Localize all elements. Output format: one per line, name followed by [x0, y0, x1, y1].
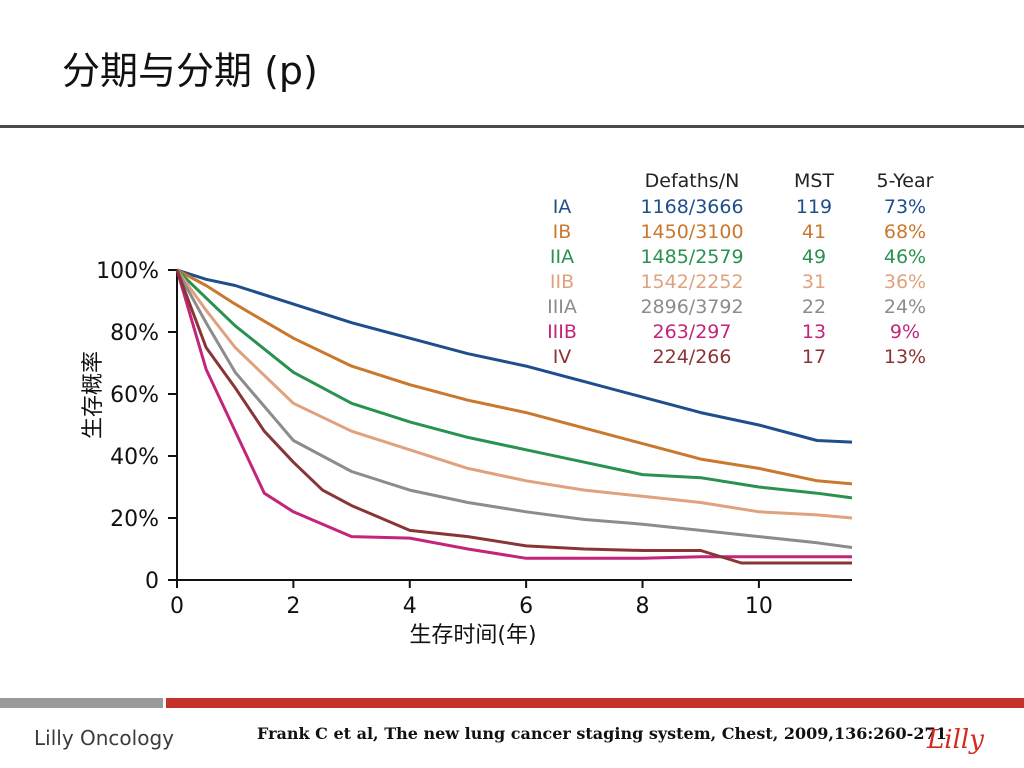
series-line-iib — [175, 269, 853, 520]
table-header: Defaths/N — [645, 170, 740, 192]
series-line-iiib — [175, 269, 852, 560]
y-tick-label: 80% — [110, 321, 159, 346]
table-cell: IIA — [550, 246, 574, 268]
table-cell: 1485/2579 — [640, 246, 743, 268]
table-cell: IV — [553, 346, 572, 368]
table-cell: IIIB — [547, 321, 577, 343]
footer-bar-red — [166, 698, 1024, 708]
logo-wordmark: Lilly — [926, 725, 984, 755]
table-cell: 224/266 — [653, 346, 732, 368]
series-line-iia — [175, 268, 853, 500]
table-cell: 36% — [884, 271, 926, 293]
table-cell: 263/297 — [653, 321, 732, 343]
table-cell: 24% — [884, 296, 926, 318]
footer-brand: Lilly Oncology — [34, 726, 174, 750]
table-cell: IB — [553, 221, 572, 243]
table-header: MST — [794, 170, 834, 192]
table-cell: 13 — [802, 321, 826, 343]
table-cell: 41 — [802, 221, 826, 243]
chart-axes: 0 20% 40% 60% 80% 100% 0 2 4 6 8 10 生存时间(年) 生存概率 — [81, 259, 852, 648]
table-cell: IIIA — [547, 296, 577, 318]
table-cell: 119 — [796, 196, 832, 218]
table-cell: 31 — [802, 271, 826, 293]
x-tick-label: 6 — [519, 594, 533, 619]
table-cell: 2896/3792 — [640, 296, 743, 318]
table-cell: 1450/3100 — [640, 221, 743, 243]
table-cell: IIB — [550, 271, 574, 293]
x-tick-label: 10 — [745, 594, 773, 619]
footer-bar-gray — [0, 698, 163, 708]
x-tick-label: 2 — [286, 594, 300, 619]
citation: Frank C et al, The new lung cancer stagi… — [257, 724, 947, 743]
series-line-iv — [175, 269, 852, 565]
series-line-ia — [176, 268, 853, 444]
series-line-ib — [176, 268, 853, 486]
title-divider — [0, 125, 1024, 128]
y-tick-label: 0 — [145, 569, 159, 594]
table-header: 5-Year — [877, 170, 934, 192]
table-cell: 46% — [884, 246, 926, 268]
series-line-iiia — [175, 269, 853, 549]
table-cell: 1542/2252 — [640, 271, 743, 293]
table-cell: IA — [553, 196, 572, 218]
table-cell: 9% — [890, 321, 920, 343]
x-tick-label: 4 — [403, 594, 417, 619]
table-cell: 49 — [802, 246, 826, 268]
y-tick-label: 20% — [110, 507, 159, 532]
table-cell: 68% — [884, 221, 926, 243]
table-cell: 22 — [802, 296, 826, 318]
legend-table: Defaths/N MST 5-Year IA 1168/3666 119 73% IB 145… — [547, 170, 934, 368]
y-axis-label: 生存概率 — [81, 351, 106, 439]
y-tick-label: 60% — [110, 383, 159, 408]
lilly-logo: Lilly — [926, 725, 984, 755]
table-cell: 13% — [884, 346, 926, 368]
y-tick-label: 40% — [110, 445, 159, 470]
y-tick-label: 100% — [96, 259, 159, 284]
slide-title: 分期与分期 (p) — [62, 49, 318, 93]
x-tick-label: 8 — [636, 594, 650, 619]
x-tick-label: 0 — [170, 594, 184, 619]
table-cell: 73% — [884, 196, 926, 218]
x-axis-label: 生存时间(年) — [409, 623, 536, 648]
table-cell: 1168/3666 — [640, 196, 743, 218]
series-lines — [175, 268, 853, 565]
table-cell: 17 — [802, 346, 826, 368]
